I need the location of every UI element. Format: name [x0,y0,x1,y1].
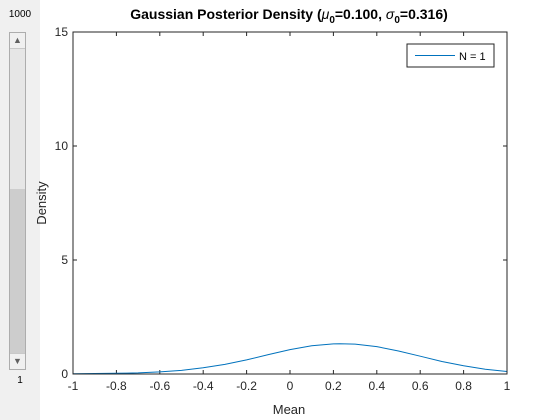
y-tick-label: 15 [55,25,69,39]
x-tick-label: -1 [68,379,79,393]
x-tick-label: -0.4 [193,379,214,393]
y-axis-label: Density [34,181,49,225]
x-tick-label: -0.8 [106,379,127,393]
legend-label-n-1: N = 1 [459,51,486,63]
plot-area [73,32,507,374]
y-tick-label: 5 [61,253,68,267]
n-slider[interactable]: ▲ ▼ [9,32,26,370]
x-tick-label: 0 [287,379,294,393]
chart-title: Gaussian Posterior Density (μ0=0.100, σ0… [130,6,448,26]
axes-box [72,31,508,375]
x-tick-label: 0.2 [325,379,342,393]
triangle-up-icon[interactable]: ▲ [10,33,25,49]
slider-panel: 1000 ▲ ▼ 1 [0,0,40,420]
x-tick-label: -0.6 [149,379,170,393]
x-tick-label: 0.4 [368,379,385,393]
x-tick-label: -0.2 [236,379,257,393]
x-tick-label: 0.6 [412,379,429,393]
y-tick-label: 0 [61,367,68,381]
x-tick-label: 1 [504,379,511,393]
slider-max-label: 1000 [8,8,32,22]
x-tick-label: 0.8 [455,379,472,393]
series-line-n-1 [72,343,508,375]
triangle-down-icon[interactable]: ▼ [10,353,25,369]
legend: N = 1 [406,43,495,68]
y-tick-label: 10 [55,139,69,153]
x-axis-label: Mean [273,402,306,417]
slider-min-label: 1 [8,374,32,388]
slider-thumb[interactable] [10,189,25,353]
series-layer [72,343,508,375]
